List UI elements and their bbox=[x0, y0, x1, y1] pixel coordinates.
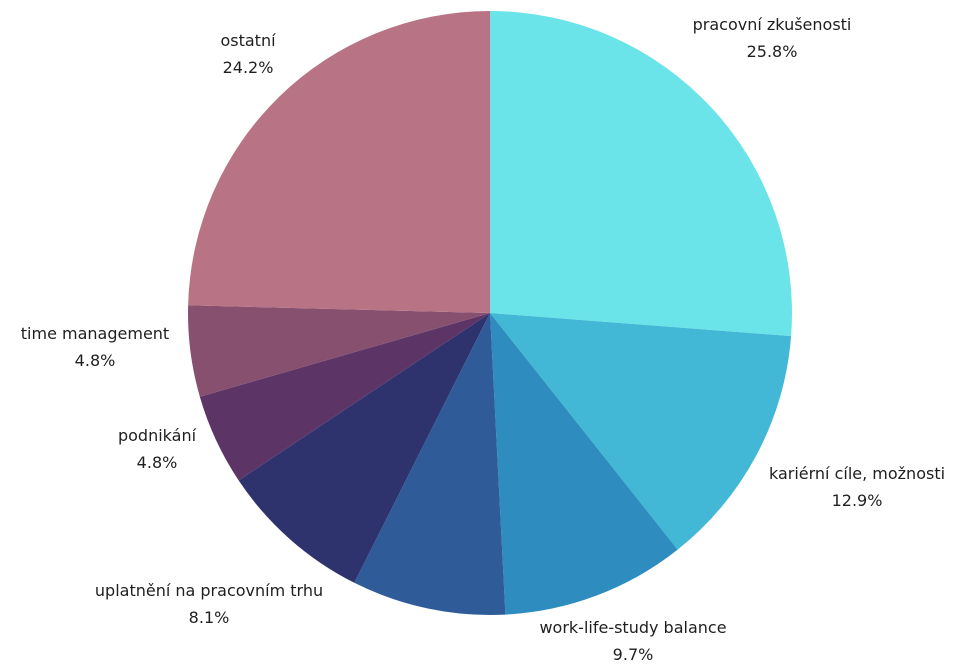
pie-slice bbox=[199, 313, 490, 481]
pie-slice bbox=[354, 313, 506, 616]
pie-labels: pracovní zkušenosti 25.8% kariérní cíle, m… bbox=[21, 15, 945, 664]
slice-percentage: 8.1% bbox=[189, 608, 230, 627]
slice-label: kariérní cíle, možnosti bbox=[769, 464, 945, 483]
slice-percentage: 4.8% bbox=[75, 351, 116, 370]
slice-percentage: 4.8% bbox=[137, 453, 178, 472]
slice-percentage: 24.2% bbox=[223, 58, 274, 77]
pie-slice bbox=[490, 313, 792, 550]
slice-label: time management bbox=[21, 324, 169, 343]
pie-slice bbox=[490, 11, 792, 337]
slice-label: work-life-study balance bbox=[539, 618, 726, 637]
slice-label: ostatní bbox=[220, 31, 276, 50]
slice-label: podnikání bbox=[118, 426, 197, 445]
slice-percentage: 12.9% bbox=[832, 491, 883, 510]
slice-label: pracovní zkušenosti bbox=[693, 15, 852, 34]
slice-label: uplatnění na pracovním trhu bbox=[95, 581, 323, 600]
slice-percentage: 9.7% bbox=[613, 645, 654, 664]
pie-slice bbox=[188, 305, 490, 397]
slice-percentage: 25.8% bbox=[747, 42, 798, 61]
pie-slice bbox=[490, 313, 678, 615]
pie-slice bbox=[238, 313, 490, 583]
pie-slice bbox=[188, 11, 490, 313]
pie-slices bbox=[188, 11, 792, 616]
